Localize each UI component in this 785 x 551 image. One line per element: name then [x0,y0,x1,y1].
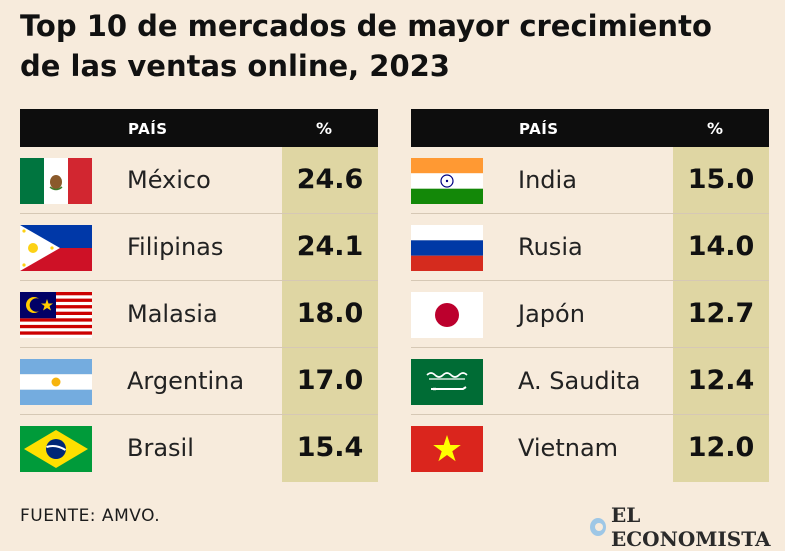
table-row: Vietnam 12.0 [411,415,769,482]
header-country: PAÍS [519,120,559,138]
table-row: Malasia 18.0 [20,281,378,348]
value-label: 12.7 [687,298,755,329]
table-row: Rusia 14.0 [411,214,769,281]
header-percent: % [316,119,333,138]
brand-name: EL ECONOMISTA [611,503,771,551]
table-row: Filipinas 24.1 [20,214,378,281]
value-label: 15.0 [687,164,755,195]
table-row: Argentina 17.0 [20,348,378,415]
vietnam-flag-icon [411,426,483,472]
table-row: Brasil 15.4 [20,415,378,482]
country-name: Rusia [518,233,583,261]
value-label: 24.1 [296,231,364,262]
india-flag-icon [411,158,483,204]
value-label: 17.0 [296,365,364,396]
russia-flag-icon [411,225,483,271]
argentina-flag-icon [20,359,92,405]
table-left: PAÍS % México 24.6 Filipinas 24.1 [20,109,378,482]
country-name: A. Saudita [518,367,641,395]
table-row: Japón 12.7 [411,281,769,348]
saudi-arabia-flag-icon [411,359,483,405]
country-name: Filipinas [127,233,224,261]
philippines-flag-icon [20,225,92,271]
country-name: Argentina [127,367,245,395]
country-name: Malasia [127,300,218,328]
country-name: Vietnam [518,434,619,462]
chart-title-line-2: de las ventas online, 2023 [20,49,450,83]
value-label: 12.0 [687,432,755,463]
table-row: India 15.0 [411,147,769,214]
table-row: México 24.6 [20,147,378,214]
header-country: PAÍS [128,120,168,138]
table-row: A. Saudita 12.4 [411,348,769,415]
chart-title-line-1: Top 10 de mercados de mayor crecimiento [20,9,712,43]
brand-logo: EL ECONOMISTA [590,503,785,551]
country-name: Brasil [127,434,194,462]
japan-flag-icon [411,292,483,338]
country-name: Japón [518,300,585,328]
malaysia-flag-icon [20,292,92,338]
source-note: FUENTE: AMVO. [20,506,161,526]
brand-logo-icon [590,518,606,536]
value-label: 24.6 [296,164,364,195]
mexico-flag-icon [20,158,92,204]
country-name: México [127,166,211,194]
value-label: 18.0 [296,298,364,329]
value-label: 15.4 [296,432,364,463]
country-name: India [518,166,577,194]
header-percent: % [707,119,724,138]
chart-title: Top 10 de mercados de mayor crecimiento … [20,6,770,86]
value-label: 12.4 [687,365,755,396]
value-label: 14.0 [687,231,755,262]
table-header: PAÍS % [20,109,378,147]
table-header: PAÍS % [411,109,769,147]
table-right: PAÍS % India 15.0 Rusia 14.0 Japón 1 [411,109,769,482]
brazil-flag-icon [20,426,92,472]
